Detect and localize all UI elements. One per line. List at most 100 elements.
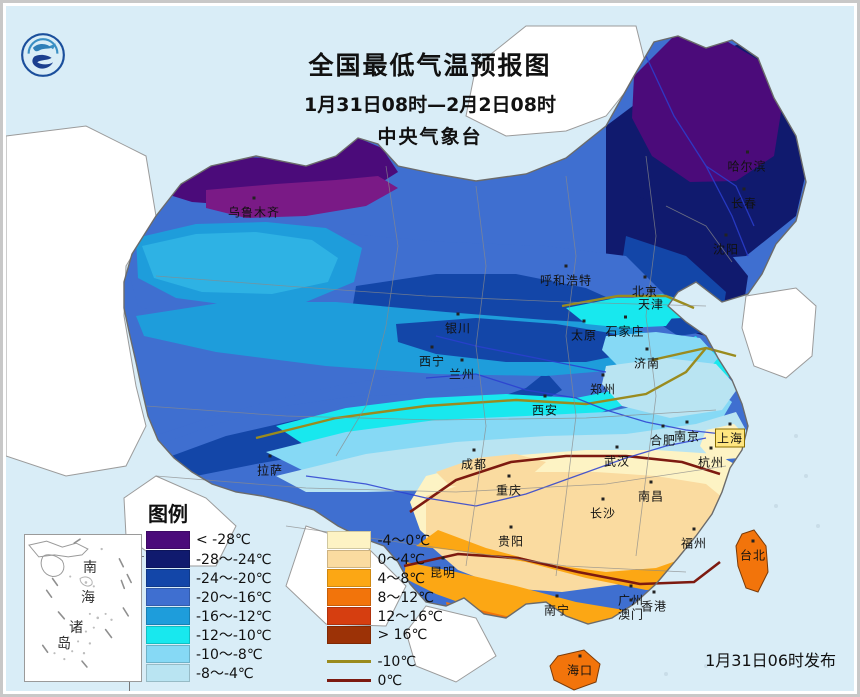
legend-label: 4～8℃: [377, 570, 426, 587]
city-label: 石家庄: [605, 315, 645, 340]
legend-cold-column: < -28℃ -28～-24℃ -24～-20℃ -20～-16℃ -16～-12℃ -1…: [129, 530, 272, 691]
city-marker-dot: [724, 233, 728, 237]
legend-row: 0～4℃: [327, 549, 442, 568]
city-label: 合肥: [649, 424, 677, 449]
city-label: 南宁: [543, 594, 571, 619]
legend-swatch: [327, 568, 372, 587]
city-name: 呼和浩特: [539, 273, 593, 288]
city-label: 杭州: [698, 446, 724, 471]
city-name: 天津: [637, 297, 665, 312]
city-name: 昆明: [429, 565, 457, 580]
city-marker-dot: [643, 275, 647, 279]
city-label: 重庆: [496, 474, 522, 499]
inset-label-1: 南: [83, 560, 97, 576]
china-temperature-map: [6, 25, 820, 691]
legend-row: -10～-8℃: [146, 644, 271, 663]
city-name: 成都: [460, 457, 488, 472]
city-marker-dot: [629, 598, 633, 602]
city-label: 西安: [531, 394, 559, 419]
legend-contour-label: 0℃: [377, 672, 403, 689]
city-label: 贵阳: [497, 525, 525, 550]
city-name: 武汉: [603, 454, 631, 469]
rivers: [305, 55, 755, 507]
city-marker-dot: [509, 525, 513, 529]
map-canvas: 全国最低气温预报图 1月31日08时—2月2日08时 中央气象台 乌鲁木齐 拉萨 西…: [6, 6, 854, 691]
inset-label-4: 岛: [57, 636, 71, 652]
city-label: 南昌: [637, 480, 665, 505]
legend-swatch: [327, 625, 372, 644]
city-name: 长春: [730, 196, 758, 211]
cma-dragon-logo-icon: [21, 33, 65, 77]
city-label: 西宁: [418, 345, 446, 370]
city-name: 拉萨: [256, 463, 284, 478]
legend-label: -4～0℃: [377, 532, 431, 549]
legend-row: 12～16℃: [327, 606, 443, 625]
city-marker-dot: [582, 319, 586, 323]
city-name: 香港: [640, 599, 668, 614]
city-name: 西安: [531, 403, 559, 418]
legend-label: -20～-16℃: [196, 589, 272, 606]
city-name: 福州: [680, 536, 708, 551]
city-name: 长沙: [589, 506, 617, 521]
city-label: 拉萨: [256, 454, 284, 479]
city-name: 台北: [739, 548, 767, 563]
legend-row: -20～-16℃: [146, 587, 271, 606]
south-china-sea-inset: 南 海 诸 岛: [24, 534, 142, 682]
city-name: 海口: [566, 663, 594, 678]
city-name: 贵阳: [497, 534, 525, 549]
inset-map: [28, 538, 132, 668]
city-marker-dot: [709, 446, 713, 450]
city-marker-dot: [728, 422, 732, 426]
legend-label: -12～-10℃: [196, 627, 272, 644]
city-label: 沈阳: [713, 233, 739, 258]
legend-label: -8～-4℃: [196, 665, 254, 682]
page-title: 全国最低气温预报图: [308, 51, 552, 80]
city-marker-dot: [692, 527, 696, 531]
legend-swatch: [327, 606, 372, 625]
city-marker-dot: [507, 474, 511, 478]
city-name: 乌鲁木齐: [227, 205, 281, 220]
legend-swatch: [146, 530, 190, 549]
city-marker-dot: [578, 654, 582, 658]
city-name: 南昌: [637, 489, 665, 504]
city-name: 合肥: [649, 433, 677, 448]
city-label: 上海: [714, 422, 746, 448]
legend-contour-swatch: [327, 679, 372, 682]
legend-label: -16～-12℃: [196, 608, 272, 625]
legend-label: < -28℃: [196, 531, 251, 548]
legend-title: 图例: [148, 502, 188, 526]
city-name: 郑州: [589, 382, 617, 397]
legend-label: 8～12℃: [377, 589, 434, 606]
city-name: 西宁: [418, 354, 446, 369]
legend-warm-column: -4～0℃ 0～4℃ 4～8℃ 8～12℃ 12～16℃ > 16℃ -10℃ 0℃: [327, 530, 443, 690]
city-name: 南宁: [543, 603, 571, 618]
city-marker-dot: [601, 497, 605, 501]
legend: 图例 < -28℃ -28～-24℃ -24～-20℃ -20～-16℃ -16～-12…: [129, 498, 443, 691]
city-marker-dot: [629, 584, 633, 588]
legend-contour-label: -10℃: [377, 653, 417, 670]
city-label: 天津: [637, 288, 665, 313]
city-marker-dot: [751, 539, 755, 543]
city-name: 石家庄: [605, 324, 645, 339]
city-marker-dot: [430, 345, 434, 349]
city-label: 哈尔滨: [727, 150, 767, 175]
city-label: 南京: [673, 420, 701, 445]
city-label: 长春: [730, 187, 758, 212]
contour-minus10: [255, 347, 707, 440]
city-label: 福州: [680, 527, 708, 552]
legend-swatch: [146, 568, 190, 587]
city-marker-dot: [742, 187, 746, 191]
legend-label: 0～4℃: [377, 551, 426, 568]
city-marker-dot: [623, 315, 627, 319]
legend-row: -4～0℃: [327, 530, 442, 549]
china-national-border: [123, 35, 807, 625]
city-label: 呼和浩特: [539, 264, 593, 289]
city-label: 乌鲁木齐: [227, 196, 281, 221]
city-label: 澳门: [618, 598, 644, 623]
city-name: 南京: [673, 429, 701, 444]
legend-row: -8～-4℃: [146, 663, 271, 682]
legend-swatch: [327, 587, 372, 606]
city-label: 北京: [632, 275, 658, 300]
city-name: 哈尔滨: [727, 159, 767, 174]
contour-zero: [409, 454, 721, 514]
